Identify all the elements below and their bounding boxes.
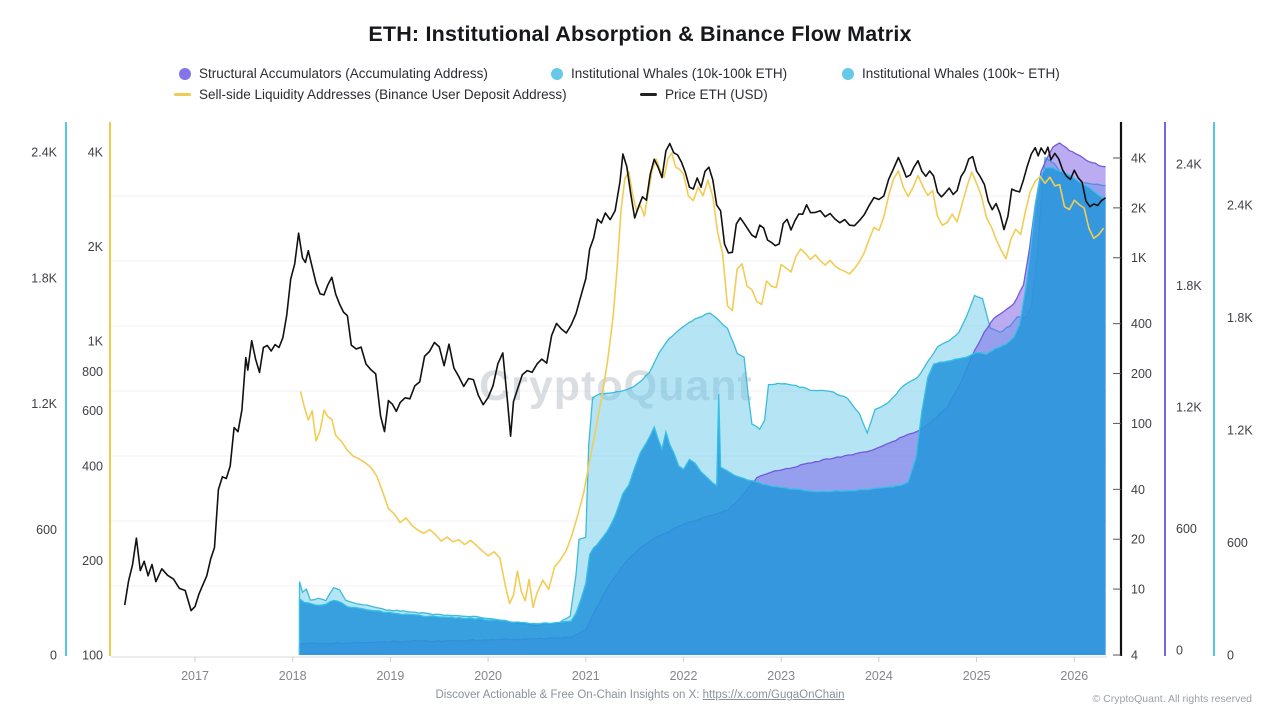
x-tick-label: 2023 xyxy=(767,669,795,683)
axis-tick-label-price: 100 xyxy=(1131,417,1152,431)
legend-item-structural-accumulators[interactable]: Structural Accumulators (Accumulating Ad… xyxy=(179,66,488,81)
legend-dot-icon xyxy=(842,67,854,80)
copyright-notice: © CryptoQuant. All rights reserved xyxy=(1092,693,1252,705)
axis-tick-label-sellside: 600 xyxy=(82,404,103,418)
axis-tick-label-price: 200 xyxy=(1131,367,1152,381)
series-institutional-whales-100k-eth-fill xyxy=(299,167,1106,655)
legend-label: Institutional Whales (100k~ ETH) xyxy=(862,66,1060,81)
legend-line-icon xyxy=(640,93,657,96)
series-price-eth-usd xyxy=(123,142,1107,612)
axis-tick-label-sellside: 200 xyxy=(82,554,103,568)
axis-tick-label-price: 1K xyxy=(1131,251,1147,265)
axis-tick-label-sellside: 2K xyxy=(88,240,104,254)
x-tick-label: 2017 xyxy=(181,669,209,683)
legend-item-whales-10k-100k[interactable]: Institutional Whales (10k-100k ETH) xyxy=(551,66,787,81)
x-tick-label: 2018 xyxy=(279,669,307,683)
axis-tick-label-accum: 600 xyxy=(1176,522,1197,536)
axis-tick-label-whales100k: 1.2K xyxy=(1227,424,1253,438)
axis-tick-label-sellside: 4K xyxy=(88,146,104,160)
legend-item-sellside-liquidity[interactable]: Sell-side Liquidity Addresses (Binance U… xyxy=(174,87,567,102)
x-tick-label: 2021 xyxy=(572,669,600,683)
axis-tick-label-sellside: 400 xyxy=(82,459,103,473)
x-tick-label: 2026 xyxy=(1060,669,1088,683)
axis-tick-label-sellside: 100 xyxy=(82,649,103,663)
legend-label: Structural Accumulators (Accumulating Ad… xyxy=(199,66,488,81)
axis-tick-label-whales10k: 2.4K xyxy=(31,146,57,160)
series-institutional-whales-100k-eth-edge xyxy=(298,166,1106,655)
legend-label: Sell-side Liquidity Addresses (Binance U… xyxy=(199,87,567,102)
axis-tick-label-accum: 2.4K xyxy=(1176,158,1202,172)
page-title: ETH: Institutional Absorption & Binance … xyxy=(368,22,912,46)
axis-tick-label-whales100k: 1.8K xyxy=(1227,311,1253,325)
x-tick-label: 2024 xyxy=(865,669,893,683)
footer-promo: Discover Actionable & Free On-Chain Insi… xyxy=(0,689,1280,701)
watermark-cryptoquant: CryptoQuant xyxy=(479,362,753,410)
axis-tick-label-accum: 1.8K xyxy=(1176,279,1202,293)
legend-label: Institutional Whales (10k-100k ETH) xyxy=(571,66,788,81)
axis-tick-label-price: 2K xyxy=(1131,201,1147,215)
axis-tick-label-price: 40 xyxy=(1131,483,1145,497)
axis-tick-label-whales100k: 2.4K xyxy=(1227,199,1253,213)
series-sell-side-liquidity-addresses-binance-user-deposit-address xyxy=(299,152,1105,609)
axis-tick-label-whales10k: 600 xyxy=(36,523,57,537)
axis-tick-label-whales10k: 0 xyxy=(50,649,57,663)
axis-tick-label-whales100k: 0 xyxy=(1227,649,1234,663)
x-tick-label: 2025 xyxy=(963,669,991,683)
axis-tick-label-price: 4K xyxy=(1131,152,1147,166)
legend-item-price-eth[interactable]: Price ETH (USD) xyxy=(640,87,768,102)
axis-tick-label-price: 400 xyxy=(1131,317,1152,331)
legend-item-whales-100k[interactable]: Institutional Whales (100k~ ETH) xyxy=(842,66,1060,81)
legend-line-icon xyxy=(174,93,191,96)
axis-tick-label-sellside: 1K xyxy=(88,335,104,349)
series-institutional-whales-10k-100k-eth-edge xyxy=(298,156,1106,655)
legend-dot-icon xyxy=(179,67,191,80)
axis-tick-label-price: 20 xyxy=(1131,533,1145,547)
footer-text: Discover Actionable & Free On-Chain Insi… xyxy=(435,689,703,701)
axis-tick-label-whales10k: 1.8K xyxy=(31,271,57,285)
x-tick-label: 2020 xyxy=(474,669,502,683)
footer-link[interactable]: https://x.com/GugaOnChain xyxy=(702,689,845,701)
axis-tick-label-sellside: 800 xyxy=(82,365,103,379)
legend-label: Price ETH (USD) xyxy=(665,87,768,102)
axis-tick-label-accum: 0 xyxy=(1176,644,1183,658)
x-tick-label: 2022 xyxy=(670,669,698,683)
axis-tick-label-whales100k: 600 xyxy=(1227,536,1248,550)
axis-tick-label-price: 10 xyxy=(1131,583,1145,597)
x-tick-label: 2019 xyxy=(376,669,404,683)
legend-dot-icon xyxy=(551,67,563,80)
axis-tick-label-price: 4 xyxy=(1131,649,1138,663)
axis-tick-label-accum: 1.2K xyxy=(1176,401,1202,415)
axis-tick-label-whales10k: 1.2K xyxy=(31,397,57,411)
